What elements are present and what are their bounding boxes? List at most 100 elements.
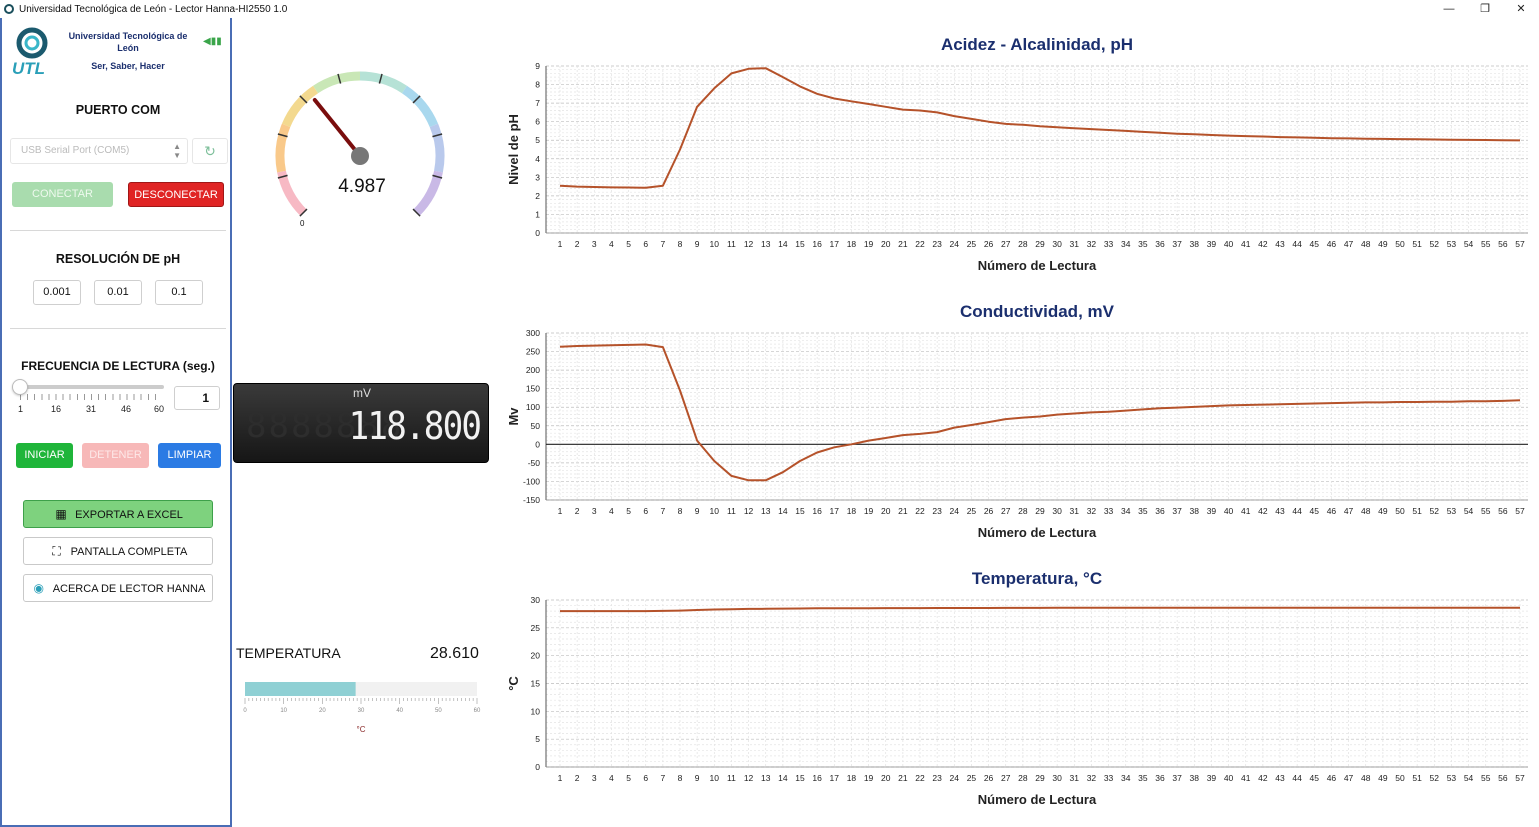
y-tick-label: 20 — [531, 651, 541, 661]
clear-button[interactable]: LIMPIAR — [158, 443, 221, 468]
frequency-slider-thumb[interactable] — [12, 379, 28, 395]
x-tick-label: 50 — [1395, 239, 1405, 249]
x-tick-label: 54 — [1464, 239, 1474, 249]
x-tick-label: 23 — [932, 239, 942, 249]
gauge-tick — [378, 73, 383, 84]
connect-button[interactable]: CONECTAR — [12, 182, 113, 207]
x-tick-label: 34 — [1121, 773, 1131, 783]
x-tick-label: 3 — [592, 773, 597, 783]
start-button[interactable]: INICIAR — [16, 443, 73, 468]
x-tick-label: 35 — [1138, 773, 1148, 783]
x-tick-label: 11 — [727, 773, 736, 783]
x-tick-label: 46 — [1327, 239, 1337, 249]
frequency-tick-label: 1 — [18, 404, 24, 414]
y-tick-label: -50 — [528, 458, 541, 468]
y-tick-label: 150 — [526, 384, 540, 394]
x-tick-label: 31 — [1070, 773, 1080, 783]
x-tick-label: 6 — [643, 773, 648, 783]
x-tick-label: 5 — [626, 239, 631, 249]
port-select-value: USB Serial Port (COM5) — [21, 145, 130, 156]
x-tick-label: 21 — [898, 773, 908, 783]
gauge-tick — [299, 95, 308, 104]
x-tick-label: 26 — [984, 239, 994, 249]
x-tick-label: 13 — [761, 773, 771, 783]
x-tick-label: 16 — [812, 239, 822, 249]
x-tick-label: 42 — [1258, 506, 1268, 516]
frequency-tick-label: 16 — [51, 404, 62, 414]
gauge-min-label: 0 — [300, 219, 305, 228]
frequency-slider-track[interactable] — [18, 385, 164, 389]
x-tick-label: 12 — [744, 773, 754, 783]
gauge-arc-segment — [313, 71, 361, 94]
x-tick-label: 10 — [710, 773, 720, 783]
y-axis-label: Mv — [506, 407, 521, 426]
x-tick-label: 7 — [660, 506, 665, 516]
x-tick-label: 40 — [1224, 773, 1234, 783]
x-tick-label: 19 — [864, 239, 874, 249]
frequency-tick-label: 31 — [86, 404, 97, 414]
y-tick-label: 25 — [531, 623, 541, 633]
x-tick-label: 43 — [1275, 773, 1285, 783]
about-button[interactable]: ◉ ACERCA DE LECTOR HANNA — [23, 574, 213, 602]
x-tick-label: 47 — [1344, 239, 1354, 249]
x-tick-label: 15 — [795, 773, 805, 783]
x-tick-label: 16 — [812, 506, 822, 516]
port-select[interactable]: USB Serial Port (COM5) ▲ ▼ — [10, 138, 188, 164]
frequency-title: FRECUENCIA DE LECTURA (seg.) — [21, 359, 215, 373]
close-button[interactable]: ✕ — [1516, 3, 1526, 15]
x-tick-label: 30 — [1052, 773, 1062, 783]
x-tick-label: 24 — [950, 773, 960, 783]
fullscreen-label: PANTALLA COMPLETA — [70, 546, 188, 558]
x-tick-label: 15 — [795, 506, 805, 516]
x-tick-label: 32 — [1087, 239, 1097, 249]
x-tick-label: 42 — [1258, 239, 1268, 249]
x-tick-label: 7 — [660, 239, 665, 249]
chart-title: Acidez - Alcalinidad, pH — [941, 35, 1133, 54]
x-tick-label: 14 — [778, 773, 788, 783]
y-tick-label: -150 — [523, 495, 540, 505]
x-tick-label: 20 — [881, 239, 891, 249]
x-tick-label: 12 — [744, 506, 754, 516]
x-tick-label: 35 — [1138, 239, 1148, 249]
x-tick-label: 3 — [592, 506, 597, 516]
x-tick-label: 1 — [558, 239, 563, 249]
temperature-unit: °C — [357, 725, 366, 734]
disconnect-button[interactable]: DESCONECTAR — [128, 182, 224, 207]
stop-button[interactable]: DETENER — [82, 443, 149, 468]
maximize-button[interactable]: ❐ — [1480, 3, 1490, 15]
x-tick-label: 20 — [881, 773, 891, 783]
resolution-0.01-button[interactable]: 0.01 — [94, 280, 142, 305]
frequency-input[interactable]: 1 — [174, 386, 220, 410]
minimize-button[interactable]: — — [1443, 3, 1455, 15]
y-axis-label: °C — [506, 676, 521, 691]
x-tick-label: 20 — [881, 506, 891, 516]
gauge-tick — [432, 133, 443, 138]
fullscreen-button[interactable]: ⛶ PANTALLA COMPLETA — [23, 537, 213, 565]
x-tick-label: 4 — [609, 239, 614, 249]
x-tick-label: 41 — [1241, 506, 1251, 516]
resolution-0.001-button[interactable]: 0.001 — [33, 280, 81, 305]
x-tick-label: 22 — [915, 506, 925, 516]
x-tick-label: 36 — [1155, 239, 1165, 249]
gauge-arc-segment — [359, 71, 407, 94]
gauge-tick — [432, 174, 443, 179]
gauge-tick — [299, 208, 308, 217]
export-excel-button[interactable]: ▦ EXPORTAR A EXCEL — [23, 500, 213, 528]
resolution-0.1-button[interactable]: 0.1 — [155, 280, 203, 305]
refresh-ports-button[interactable]: ↻ — [192, 138, 228, 164]
y-tick-label: 9 — [535, 61, 540, 71]
x-tick-label: 3 — [592, 239, 597, 249]
x-tick-label: 25 — [967, 239, 977, 249]
gauge-tick — [412, 208, 421, 217]
x-tick-label: 14 — [778, 506, 788, 516]
x-tick-label: 39 — [1207, 773, 1217, 783]
gauge-arc-segment — [281, 85, 319, 128]
window-controls: — ❐ ✕ — [1431, 0, 1539, 18]
x-tick-label: 33 — [1104, 506, 1114, 516]
x-tick-label: 44 — [1292, 239, 1302, 249]
x-tick-label: 13 — [761, 506, 771, 516]
x-tick-label: 31 — [1070, 506, 1080, 516]
x-tick-label: 45 — [1310, 506, 1320, 516]
x-tick-label: 14 — [778, 239, 788, 249]
x-tick-label: 2 — [575, 773, 580, 783]
